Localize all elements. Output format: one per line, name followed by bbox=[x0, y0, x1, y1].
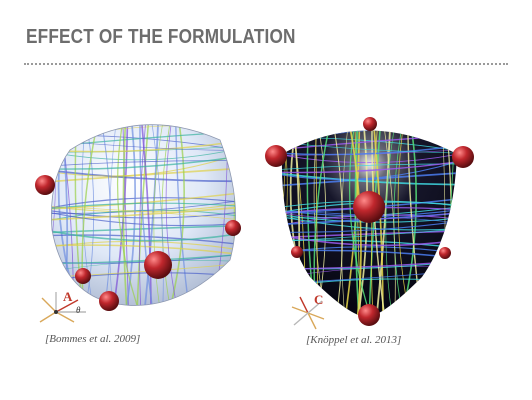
stripe-line bbox=[233, 124, 236, 306]
singularity-sphere bbox=[99, 291, 119, 311]
stripe-line bbox=[234, 124, 236, 306]
singularity-sphere bbox=[35, 175, 55, 195]
stripe-line bbox=[467, 112, 476, 327]
stripe-line bbox=[147, 124, 164, 306]
stripe-line bbox=[281, 155, 457, 174]
rounded-cube-render-right bbox=[265, 112, 480, 327]
singularity-sphere bbox=[353, 191, 385, 223]
cube-surface bbox=[281, 130, 457, 317]
stripe-line bbox=[30, 110, 250, 123]
title-divider bbox=[24, 63, 508, 65]
stripe-line bbox=[265, 112, 276, 327]
stripe-line bbox=[51, 244, 236, 258]
stripe-line bbox=[446, 130, 457, 317]
frame-label-a: A bbox=[63, 289, 73, 304]
singularity-sphere bbox=[452, 146, 474, 168]
frame-axes-icon-left bbox=[34, 290, 94, 330]
stripe-line bbox=[116, 124, 147, 306]
stripe-line bbox=[51, 252, 236, 265]
citation-knoppel: [Knöppel et al. 2013] bbox=[306, 334, 402, 346]
stripe-line bbox=[141, 124, 160, 306]
stripe-line bbox=[30, 117, 250, 121]
stripe-line bbox=[33, 110, 44, 320]
singularity-sphere bbox=[75, 268, 91, 284]
figure-bommes bbox=[30, 110, 250, 320]
stripe-line bbox=[281, 163, 457, 172]
slide-title: EFFECT OF THE FORMULATION bbox=[26, 26, 296, 48]
stripe-line bbox=[451, 130, 457, 317]
frame-axes-icon-right bbox=[288, 293, 328, 333]
rounded-cube-render-left bbox=[30, 110, 250, 320]
stripe-line bbox=[466, 112, 480, 327]
stripe-line bbox=[51, 165, 236, 183]
singularity-sphere bbox=[144, 251, 172, 279]
stripe-line bbox=[139, 124, 149, 306]
stripe-line bbox=[51, 234, 236, 248]
singularity-sphere bbox=[363, 117, 377, 131]
figure-knoppel bbox=[262, 112, 482, 327]
singularity-sphere bbox=[358, 304, 380, 326]
singularity-sphere bbox=[439, 247, 451, 259]
frame-label-c: C bbox=[314, 292, 324, 307]
citation-bommes: [Bommes et al. 2009] bbox=[45, 333, 141, 345]
singularity-sphere bbox=[291, 246, 303, 258]
stripe-line bbox=[139, 124, 157, 306]
stripe-line bbox=[466, 112, 472, 327]
stripe-line bbox=[453, 130, 457, 317]
stripe-line bbox=[51, 197, 236, 215]
singularity-sphere bbox=[265, 145, 287, 167]
stripe-line bbox=[281, 130, 288, 317]
stripe-line bbox=[464, 112, 476, 327]
stripe-line bbox=[153, 124, 168, 306]
angle-label-theta: θ bbox=[76, 305, 81, 315]
singularity-sphere bbox=[225, 220, 241, 236]
